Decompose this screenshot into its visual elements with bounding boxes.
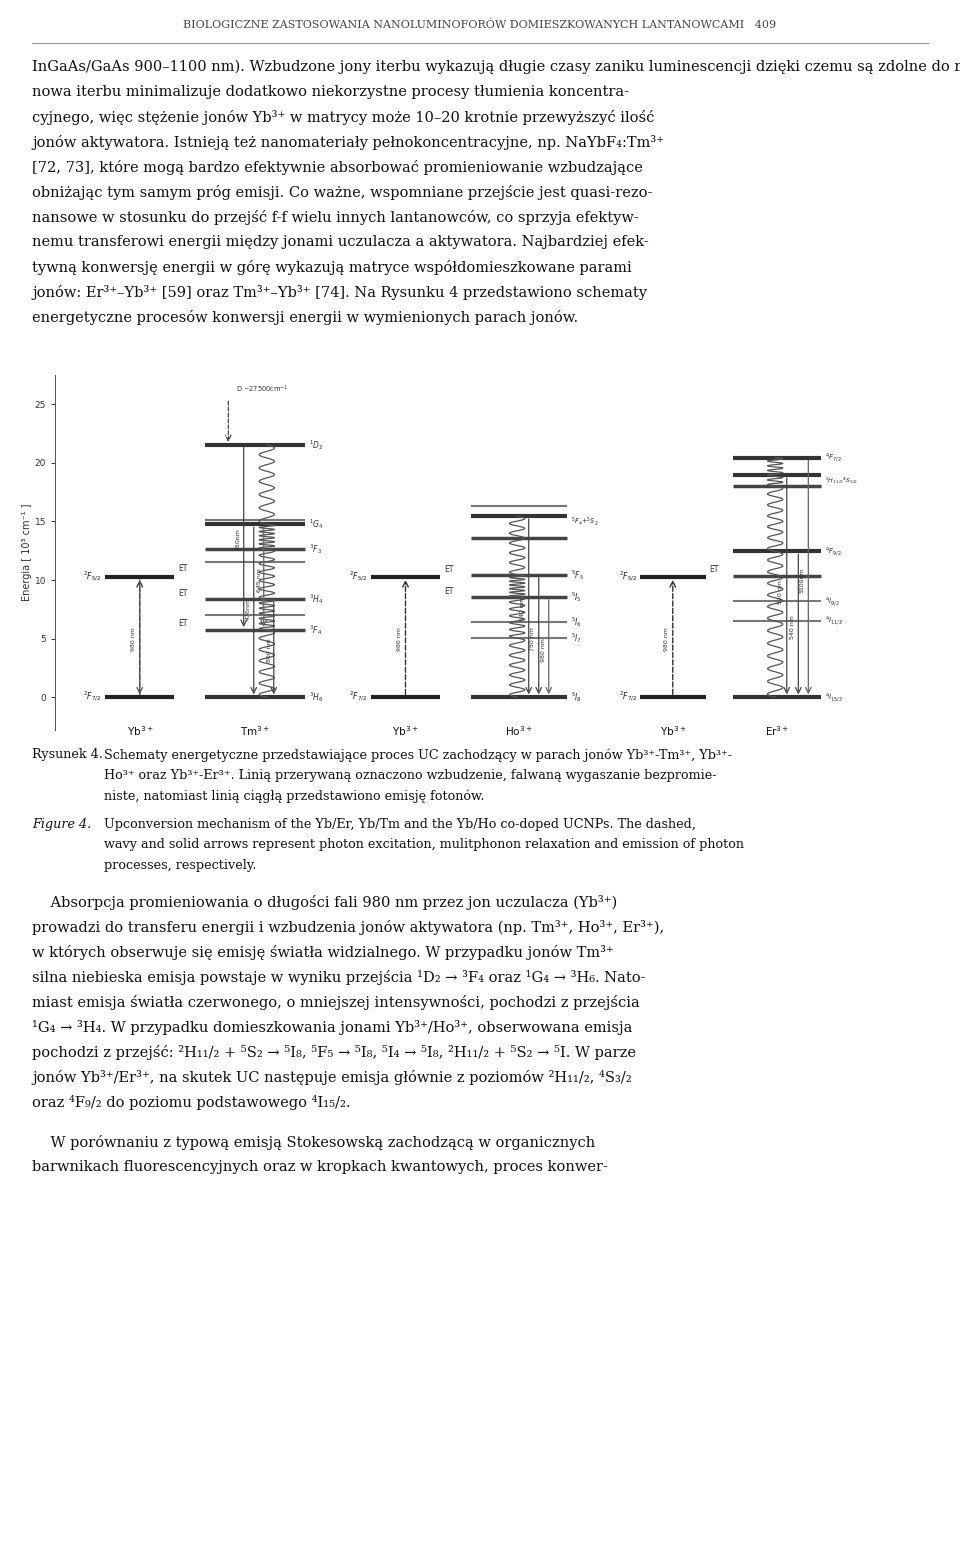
Text: D ~27500cm$^{-1}$: D ~27500cm$^{-1}$ xyxy=(236,383,288,394)
Text: $^2F_{5/2}$: $^2F_{5/2}$ xyxy=(348,570,367,584)
Text: Rysunek 4.: Rysunek 4. xyxy=(32,748,103,760)
Text: $^3F_4$: $^3F_4$ xyxy=(309,623,323,637)
Text: prowadzi do transferu energii i wzbudzenia jonów aktywatora (np. Tm³⁺, Ho³⁺, Er³: prowadzi do transferu energii i wzbudzen… xyxy=(32,921,664,935)
Text: W porównaniu z typową emisją Stokesowską zachodzącą w organicznych: W porównaniu z typową emisją Stokesowską… xyxy=(32,1134,595,1150)
Text: 980 nm: 980 nm xyxy=(664,626,669,651)
Text: energetyczne procesów konwersji energii w wymienionych parach jonów.: energetyczne procesów konwersji energii … xyxy=(32,310,578,326)
Text: jonów: Er³⁺–Yb³⁺ [59] oraz Tm³⁺–Yb³⁺ [74]. Na Rysunku 4 przedstawiono schematy: jonów: Er³⁺–Yb³⁺ [59] oraz Tm³⁺–Yb³⁺ [74… xyxy=(32,285,647,301)
Y-axis label: Energia [ 10³ cm⁻¹ ]: Energia [ 10³ cm⁻¹ ] xyxy=(22,503,32,601)
Text: ET: ET xyxy=(709,564,719,573)
Text: Tm$^{3+}$: Tm$^{3+}$ xyxy=(240,724,271,738)
Text: miast emisja światła czerwonego, o mniejszej intensywności, pochodzi z przejścia: miast emisja światła czerwonego, o mniej… xyxy=(32,996,639,1010)
Text: 750 nm: 750 nm xyxy=(530,626,535,651)
Text: $^1G_4$: $^1G_4$ xyxy=(309,517,324,531)
Text: ET: ET xyxy=(179,589,187,598)
Text: 645 nm: 645 nm xyxy=(256,569,262,592)
Text: Yb$^{3+}$: Yb$^{3+}$ xyxy=(660,724,686,738)
Text: $^1D_2$: $^1D_2$ xyxy=(309,438,324,452)
Text: oraz ⁴F₉/₂ do poziomu podstawowego ⁴I₁₅/₂.: oraz ⁴F₉/₂ do poziomu podstawowego ⁴I₁₅/… xyxy=(32,1095,350,1109)
Text: obniżając tym samym próg emisji. Co ważne, wspomniane przejście jest quasi-rezo-: obniżając tym samym próg emisji. Co ważn… xyxy=(32,185,653,199)
Text: niste, natomiast linią ciągłą przedstawiono emisję fotonów.: niste, natomiast linią ciągłą przedstawi… xyxy=(104,788,485,802)
Text: cyjnego, więc stężenie jonów Yb³⁺ w matrycy może 10–20 krotnie przewyższyć ilość: cyjnego, więc stężenie jonów Yb³⁺ w matr… xyxy=(32,111,655,125)
Text: $^4I_{15/2}$: $^4I_{15/2}$ xyxy=(826,690,843,704)
Text: barwnikach fluorescencyjnych oraz w kropkach kwantowych, proces konwer-: barwnikach fluorescencyjnych oraz w krop… xyxy=(32,1161,608,1175)
Text: 5500nm: 5500nm xyxy=(800,567,804,594)
Text: $^2F_{7/2}$: $^2F_{7/2}$ xyxy=(348,690,367,704)
Text: 520 nm: 520 nm xyxy=(779,580,783,603)
Text: nowa iterbu minimalizuje dodatkowo niekorzystne procesy tłumienia koncentra-: nowa iterbu minimalizuje dodatkowo nieko… xyxy=(32,86,629,100)
Text: BIOLOGICZNE ZASTOSOWANIA NANOLUMINOFORÓW DOMIESZKOWANYCH LANTANOWCAMI   409: BIOLOGICZNE ZASTOSOWANIA NANOLUMINOFORÓW… xyxy=(183,19,777,30)
Text: $^4F_{9/2}$: $^4F_{9/2}$ xyxy=(826,545,842,558)
Text: ¹G₄ → ³H₄. W przypadku domieszkowania jonami Yb³⁺/Ho³⁺, obserwowana emisja: ¹G₄ → ³H₄. W przypadku domieszkowania jo… xyxy=(32,1020,633,1035)
Text: Ho³⁺ oraz Yb³⁺-Er³⁺. Linią przerywaną oznaczono wzbudzenie, falwaną wygaszanie b: Ho³⁺ oraz Yb³⁺-Er³⁺. Linią przerywaną oz… xyxy=(104,768,716,782)
Text: jonów Yb³⁺/Er³⁺, na skutek UC następuje emisja głównie z poziomów ²H₁₁/₂, ⁴S₃/₂: jonów Yb³⁺/Er³⁺, na skutek UC następuje … xyxy=(32,1070,632,1084)
Text: $^5I_7$: $^5I_7$ xyxy=(571,631,582,645)
Text: Upconversion mechanism of the Yb/Er, Yb/Tm and the Yb/Ho co-doped UCNPs. The das: Upconversion mechanism of the Yb/Er, Yb/… xyxy=(104,818,696,830)
Text: w których obserwuje się emisję światła widzialnego. W przypadku jonów Tm³⁺: w których obserwuje się emisję światła w… xyxy=(32,946,613,960)
Text: InGaAs/GaAs 900–1100 nm). Wzbudzone jony iterbu wykazują długie czasy zaniku lum: InGaAs/GaAs 900–1100 nm). Wzbudzone jony… xyxy=(32,61,960,75)
Text: 540 nm: 540 nm xyxy=(790,615,795,639)
Text: silna niebieska emisja powstaje w wyniku przejścia ¹D₂ → ³F₄ oraz ¹G₄ → ³H₆. Nat: silna niebieska emisja powstaje w wyniku… xyxy=(32,971,645,985)
Text: 800 nm: 800 nm xyxy=(267,639,272,662)
Text: $^5F_4{+}^5S_2$: $^5F_4{+}^5S_2$ xyxy=(571,516,599,528)
Text: Absorpcja promieniowania o długości fali 980 nm przez jon uczulacza (Yb³⁺): Absorpcja promieniowania o długości fali… xyxy=(32,894,617,910)
Text: nemu transferowi energii między jonami uczulacza a aktywatora. Najbardziej efek-: nemu transferowi energii między jonami u… xyxy=(32,235,649,249)
Text: $^4F_{7/2}$: $^4F_{7/2}$ xyxy=(826,452,842,464)
Text: $^2F_{5/2}$: $^2F_{5/2}$ xyxy=(618,570,636,584)
Text: pochodzi z przejść: ²H₁₁/₂ + ⁵S₂ → ⁵I₈, ⁵F₅ → ⁵I₈, ⁵I₄ → ⁵I₈, ²H₁₁/₂ + ⁵S₂ → ⁵I.: pochodzi z przejść: ²H₁₁/₂ + ⁵S₂ → ⁵I₈, … xyxy=(32,1045,636,1059)
Text: 980 nm: 980 nm xyxy=(132,626,136,651)
Text: 540 nm: 540 nm xyxy=(520,597,525,622)
Text: $^5F_5$: $^5F_5$ xyxy=(571,567,584,581)
Text: $^5I_6$: $^5I_6$ xyxy=(571,615,582,628)
Text: 980 nm: 980 nm xyxy=(540,639,546,662)
Text: $^2F_{7/2}$: $^2F_{7/2}$ xyxy=(84,690,101,704)
Text: $^3F_3$: $^3F_3$ xyxy=(309,542,323,556)
Text: Yb$^{3+}$: Yb$^{3+}$ xyxy=(393,724,419,738)
Text: processes, respectively.: processes, respectively. xyxy=(104,858,256,871)
Text: $^5I_8$: $^5I_8$ xyxy=(571,690,582,704)
Text: Ho$^{3+}$: Ho$^{3+}$ xyxy=(505,724,533,738)
Text: ET: ET xyxy=(444,587,453,595)
Text: 476nm: 476nm xyxy=(246,598,251,620)
Text: Schematy energetyczne przedstawiające proces UC zachodzący w parach jonów Yb³⁺-T: Schematy energetyczne przedstawiające pr… xyxy=(104,748,732,762)
Text: 450nm: 450nm xyxy=(236,528,241,550)
Text: $^3H_6$: $^3H_6$ xyxy=(309,690,324,704)
Text: $^4I_{11/2}$: $^4I_{11/2}$ xyxy=(826,615,843,628)
Text: Er$^{3+}$: Er$^{3+}$ xyxy=(765,724,789,738)
Text: 980 nm: 980 nm xyxy=(396,626,402,651)
Text: $^4I_{9/2}$: $^4I_{9/2}$ xyxy=(826,595,840,608)
Text: [72, 73], które mogą bardzo efektywnie absorbować promieniowanie wzbudzające: [72, 73], które mogą bardzo efektywnie a… xyxy=(32,160,643,174)
Text: ET: ET xyxy=(444,564,453,573)
Text: ET: ET xyxy=(179,564,187,573)
Text: $^2H_{11/2}{}^4S_{3/2}$: $^2H_{11/2}{}^4S_{3/2}$ xyxy=(826,475,858,485)
Text: Figure 4.: Figure 4. xyxy=(32,818,91,830)
Text: nansowe w stosunku do przejść f-f wielu innych lantanowców, co sprzyja efektyw-: nansowe w stosunku do przejść f-f wielu … xyxy=(32,210,638,224)
Text: $^2F_{7/2}$: $^2F_{7/2}$ xyxy=(618,690,636,704)
Text: $^2F_{5/2}$: $^2F_{5/2}$ xyxy=(84,570,101,584)
Text: Yb$^{3+}$: Yb$^{3+}$ xyxy=(127,724,153,738)
Text: wavy and solid arrows represent photon excitation, mulitphonon relaxation and em: wavy and solid arrows represent photon e… xyxy=(104,838,744,851)
Text: ET: ET xyxy=(179,619,187,628)
Text: tywną konwersję energii w górę wykazują matryce współdomieszkowane parami: tywną konwersję energii w górę wykazują … xyxy=(32,260,632,276)
Text: jonów aktywatora. Istnieją też nanomateriały pełnokoncentracyjne, np. NaYbF₄:Tm³: jonów aktywatora. Istnieją też nanomater… xyxy=(32,136,664,150)
Text: $^5I_5$: $^5I_5$ xyxy=(571,590,582,605)
Text: $^3H_4$: $^3H_4$ xyxy=(309,592,324,606)
